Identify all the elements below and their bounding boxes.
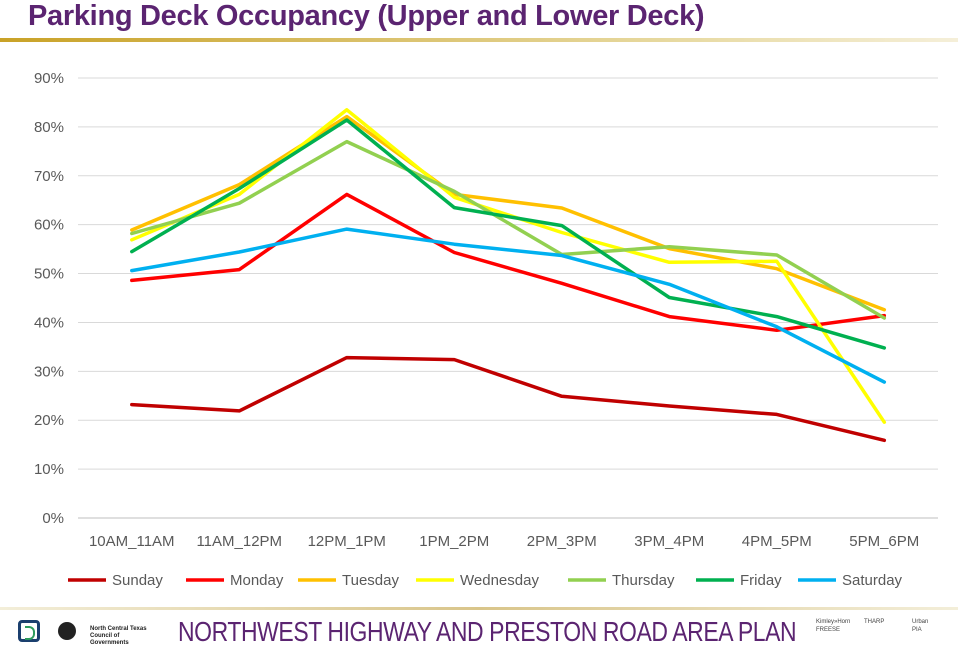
legend-label-wednesday: Wednesday xyxy=(460,572,539,589)
x-tick-label: 4PM_5PM xyxy=(742,533,812,550)
partner-3-line-b: PIA xyxy=(912,627,922,633)
y-tick-label: 20% xyxy=(34,412,64,429)
y-tick-label: 80% xyxy=(34,119,64,136)
series-line-sunday xyxy=(130,355,887,443)
y-tick-label: 10% xyxy=(34,461,64,478)
series-line-friday xyxy=(130,118,887,350)
partner-logo-tharp: THARP xyxy=(864,618,904,644)
x-tick-label: 5PM_6PM xyxy=(849,533,919,550)
x-tick-label: 2PM_3PM xyxy=(527,533,597,550)
y-axis-ticks: 0% 10% 20% 30% 40% 50% 60% 70% 80% 90% xyxy=(34,70,64,527)
nctcog-name: North Central Texas Council of Governmen… xyxy=(90,626,147,646)
y-tick-label: 70% xyxy=(34,168,64,185)
y-tick-label: 40% xyxy=(34,314,64,331)
x-axis-ticks: 10AM_11AM 11AM_12PM 12PM_1PM 1PM_2PM 2PM_3PM… xyxy=(89,533,919,550)
series-line-monday xyxy=(130,192,887,333)
chart-area: 0% 10% 20% 30% 40% 50% 60% 70% 80% 90% 10AM_11AM 1… xyxy=(0,46,958,606)
partner-logo-kimley-horn: Kimley»Horn FREESE xyxy=(816,618,856,644)
x-tick-label: 1PM_2PM xyxy=(419,533,489,550)
x-tick-label: 12PM_1PM xyxy=(308,533,386,550)
legend-label-tuesday: Tuesday xyxy=(342,572,399,589)
y-tick-label: 50% xyxy=(34,266,64,283)
y-tick-label: 60% xyxy=(34,217,64,234)
x-tick-label: 11AM_12PM xyxy=(196,533,282,550)
partner-logo-urban: Urban PIA xyxy=(912,618,942,644)
dallas-logo-icon xyxy=(18,620,40,642)
legend-label-thursday: Thursday xyxy=(612,572,675,589)
series-line-tuesday xyxy=(130,114,887,312)
partner-2-line-a: THARP xyxy=(864,619,885,625)
plan-name: NORTHWEST HIGHWAY AND PRESTON ROAD AREA … xyxy=(178,616,797,647)
x-tick-label: 10AM_11AM xyxy=(89,533,175,550)
gridlines xyxy=(78,77,938,519)
y-tick-label: 0% xyxy=(42,510,64,527)
nctcog-logo-icon xyxy=(58,622,76,640)
legend-label-saturday: Saturday xyxy=(842,572,903,589)
series-lines xyxy=(130,108,887,443)
legend-label-friday: Friday xyxy=(740,572,782,589)
x-tick-label: 3PM_4PM xyxy=(634,533,704,550)
series-line-thursday xyxy=(130,139,887,320)
footer-divider xyxy=(0,607,958,610)
page-title: Parking Deck Occupancy (Upper and Lower … xyxy=(28,0,705,32)
y-tick-label: 90% xyxy=(34,70,64,87)
legend: Sunday Monday Tuesday Wednesday Thursday Frid… xyxy=(68,572,903,589)
series-line-saturday xyxy=(130,227,887,384)
partner-3-line-a: Urban xyxy=(912,619,929,625)
legend-label-monday: Monday xyxy=(230,572,284,589)
occupancy-line-chart: 0%10%20%30%40%50%60%70%80%90% 10AM_11AM 1… xyxy=(34,70,938,589)
legend-label-sunday: Sunday xyxy=(112,572,163,589)
partner-1-line-b: FREESE xyxy=(816,627,841,633)
footer: North Central Texas Council of Governmen… xyxy=(0,612,958,651)
y-tick-label: 30% xyxy=(34,363,64,380)
title-divider xyxy=(0,38,958,42)
partner-1-line-a: Kimley»Horn xyxy=(816,619,851,625)
